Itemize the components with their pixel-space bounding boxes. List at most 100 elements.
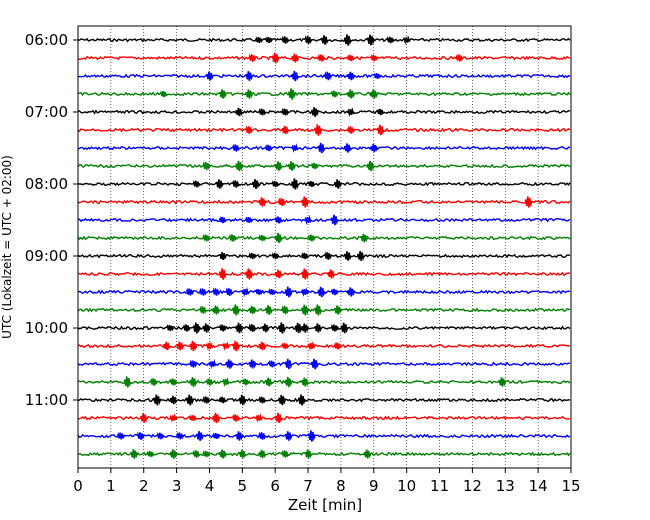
event-spike	[130, 449, 139, 459]
event-spike	[310, 107, 319, 117]
event-spike	[232, 179, 240, 188]
event-spike	[268, 288, 277, 296]
event-spike	[370, 143, 378, 153]
event-spike	[169, 377, 178, 386]
event-spike	[218, 396, 227, 404]
trace-line	[77, 415, 571, 421]
event-spike	[169, 413, 178, 423]
event-spike	[192, 179, 201, 188]
event-spike	[192, 322, 201, 334]
y-tick-label: 06:00	[25, 31, 68, 49]
event-spike	[116, 431, 125, 440]
y-axis-ticks: 06:00 07:00 08:00 09:00 10:00 11:00	[25, 31, 78, 409]
event-spike	[307, 340, 316, 352]
trace-row	[77, 70, 571, 82]
event-spike	[304, 214, 313, 226]
event-spike	[271, 52, 280, 64]
event-spike	[176, 431, 185, 440]
event-spike	[205, 71, 214, 81]
vertical-grid	[110, 26, 539, 468]
trace-line	[77, 91, 571, 97]
event-spike	[159, 90, 168, 98]
trace-line	[77, 235, 571, 241]
trace-row	[77, 449, 571, 459]
event-spike	[268, 359, 277, 368]
event-spike	[277, 394, 287, 406]
event-spike	[202, 323, 211, 333]
event-spike	[287, 161, 296, 171]
event-spike	[314, 304, 323, 316]
event-spike	[241, 378, 250, 386]
event-spike	[455, 53, 464, 62]
event-spike	[192, 449, 201, 458]
event-spike	[199, 305, 208, 314]
event-spike	[317, 142, 326, 154]
event-spike	[330, 214, 339, 226]
event-spike	[176, 341, 185, 351]
event-spike	[231, 304, 240, 316]
event-spike	[307, 234, 316, 242]
event-spike	[343, 143, 352, 153]
y-tick-label: 10:00	[25, 319, 68, 337]
trace-line	[77, 361, 571, 367]
trace-row	[77, 286, 571, 298]
event-spike	[274, 215, 283, 224]
event-spike	[333, 305, 342, 315]
event-spike	[304, 449, 313, 459]
trace-line	[77, 199, 571, 205]
trace-line	[77, 109, 571, 115]
event-spike	[347, 287, 356, 297]
trace-line	[77, 163, 571, 169]
event-spike	[202, 395, 211, 404]
event-spike	[258, 108, 267, 116]
event-spike	[248, 53, 257, 62]
event-spike	[258, 396, 267, 404]
trace-line	[77, 307, 571, 313]
x-tick-label: 3	[172, 477, 182, 495]
event-spike	[245, 71, 254, 81]
event-spike	[360, 233, 369, 243]
event-spike	[212, 412, 221, 424]
event-spike	[274, 413, 283, 423]
event-spike	[291, 70, 300, 82]
event-spike	[139, 413, 148, 423]
trace-row	[77, 160, 571, 172]
event-spike	[248, 305, 257, 315]
event-spike	[376, 108, 385, 116]
x-tick-label: 9	[369, 477, 379, 495]
x-tick-label: 12	[463, 477, 482, 495]
event-spike	[333, 179, 342, 189]
event-spike	[235, 107, 244, 117]
event-spike	[238, 394, 247, 406]
x-tick-label: 7	[303, 477, 313, 495]
trace-row	[77, 233, 571, 243]
event-spike	[281, 449, 290, 458]
x-tick-label: 8	[336, 477, 346, 495]
event-spike	[258, 341, 267, 351]
event-spike	[310, 162, 319, 170]
event-spike	[241, 286, 250, 298]
event-spike	[281, 107, 290, 116]
event-spike	[307, 180, 316, 188]
event-spike	[264, 377, 273, 387]
event-spike	[343, 251, 352, 261]
event-spike	[218, 251, 227, 261]
event-spike	[370, 54, 378, 62]
event-spike	[235, 160, 244, 172]
event-spike	[228, 233, 237, 242]
event-spike	[281, 35, 290, 44]
event-spike	[373, 72, 382, 80]
trace-row	[77, 142, 571, 154]
event-spike	[366, 34, 375, 46]
event-spike	[284, 286, 293, 298]
event-spike	[324, 71, 332, 81]
event-spike	[291, 143, 300, 153]
event-spike	[281, 125, 290, 135]
event-spike	[386, 36, 395, 44]
event-spike	[264, 36, 273, 44]
event-spike	[251, 179, 260, 189]
event-spike	[343, 34, 352, 46]
trace-line	[77, 73, 571, 79]
event-spike	[202, 450, 211, 458]
event-spike	[347, 71, 355, 81]
